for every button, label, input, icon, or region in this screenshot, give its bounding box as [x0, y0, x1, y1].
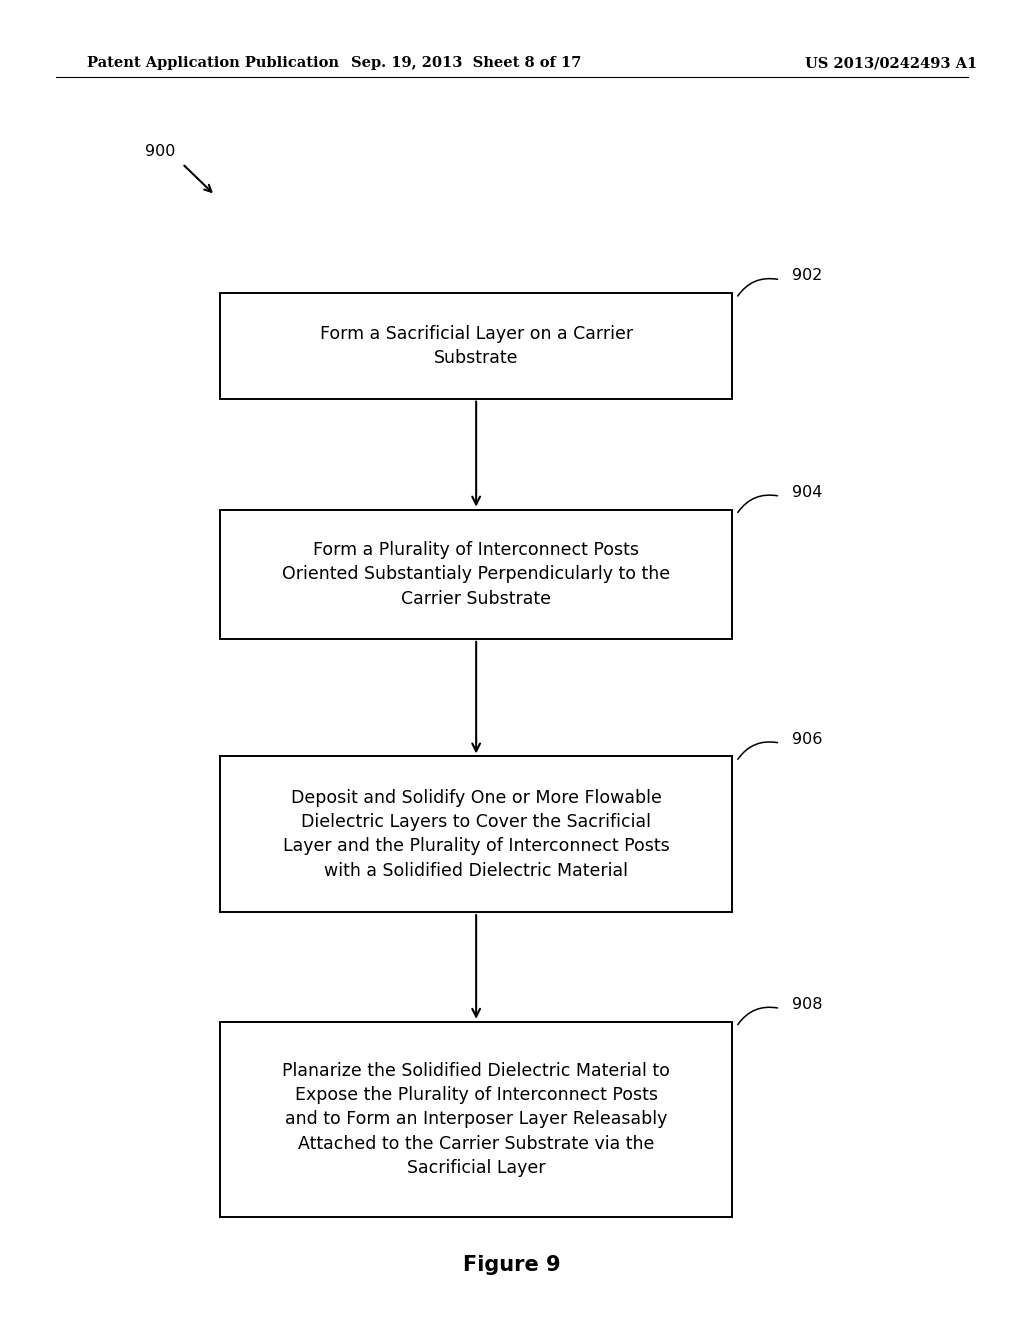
Text: US 2013/0242493 A1: US 2013/0242493 A1 — [805, 57, 977, 70]
Text: Form a Sacrificial Layer on a Carrier
Substrate: Form a Sacrificial Layer on a Carrier Su… — [319, 325, 633, 367]
Text: Patent Application Publication: Patent Application Publication — [87, 57, 339, 70]
Text: 900: 900 — [145, 144, 176, 160]
Text: Deposit and Solidify One or More Flowable
Dielectric Layers to Cover the Sacrifi: Deposit and Solidify One or More Flowabl… — [283, 789, 670, 879]
Text: 902: 902 — [792, 268, 822, 284]
Text: Planarize the Solidified Dielectric Material to
Expose the Plurality of Intercon: Planarize the Solidified Dielectric Mate… — [283, 1061, 670, 1177]
FancyBboxPatch shape — [220, 756, 732, 912]
Text: 908: 908 — [792, 997, 822, 1012]
Text: Sep. 19, 2013  Sheet 8 of 17: Sep. 19, 2013 Sheet 8 of 17 — [351, 57, 581, 70]
Text: 906: 906 — [792, 731, 822, 747]
FancyBboxPatch shape — [220, 293, 732, 399]
Text: Figure 9: Figure 9 — [463, 1254, 561, 1275]
FancyBboxPatch shape — [220, 510, 732, 639]
FancyBboxPatch shape — [220, 1022, 732, 1217]
Text: Form a Plurality of Interconnect Posts
Oriented Substantialy Perpendicularly to : Form a Plurality of Interconnect Posts O… — [282, 541, 671, 607]
Text: 904: 904 — [792, 484, 822, 500]
